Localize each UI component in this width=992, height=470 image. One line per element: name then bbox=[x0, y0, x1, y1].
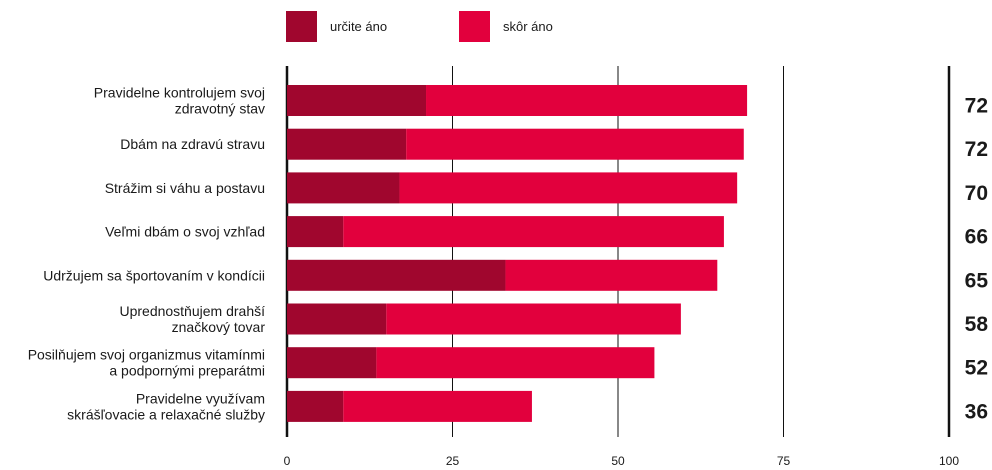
bar-skor-ano bbox=[426, 85, 748, 116]
bar-urcite-ano bbox=[287, 128, 407, 160]
category-label: Veľmi dbám o svoj vzhľad bbox=[105, 224, 265, 240]
bar-urcite-ano bbox=[287, 347, 377, 379]
bar-urcite-ano bbox=[287, 216, 344, 248]
total-value: 52 bbox=[965, 357, 988, 380]
category-label: skrášľovacie a relaxačné služby bbox=[67, 406, 265, 422]
bar-urcite-ano bbox=[287, 85, 427, 116]
bar-skor-ano bbox=[376, 347, 655, 379]
category-label: Dbám na zdravú stravu bbox=[120, 136, 265, 152]
bar-skor-ano bbox=[343, 390, 532, 422]
total-value: 72 bbox=[965, 95, 988, 118]
bar-skor-ano bbox=[399, 172, 738, 204]
category-label: Udržujem sa športovaním v kondícii bbox=[43, 267, 265, 283]
category-label: a podpornými preparátmi bbox=[109, 363, 265, 379]
bar-skor-ano bbox=[505, 259, 718, 291]
total-value: 36 bbox=[965, 400, 988, 423]
bar-skor-ano bbox=[406, 128, 744, 160]
legend-label-1: určite áno bbox=[330, 19, 387, 34]
bar-urcite-ano bbox=[287, 390, 344, 422]
bar-skor-ano bbox=[343, 216, 724, 248]
total-value: 65 bbox=[965, 269, 989, 292]
bar-skor-ano bbox=[386, 303, 681, 335]
x-tick-label: 50 bbox=[611, 454, 625, 468]
total-value: 66 bbox=[965, 226, 988, 249]
total-value: 70 bbox=[965, 182, 988, 205]
x-tick-label: 0 bbox=[284, 454, 291, 468]
legend-swatch-1 bbox=[286, 11, 317, 42]
category-label: Strážim si váhu a postavu bbox=[105, 180, 265, 196]
total-value: 72 bbox=[965, 138, 988, 161]
bar-urcite-ano bbox=[287, 172, 400, 204]
legend-swatch-2 bbox=[459, 11, 490, 42]
x-tick-label: 100 bbox=[939, 454, 959, 468]
category-label: Pravidelne využívam bbox=[136, 390, 265, 406]
total-value: 58 bbox=[965, 313, 989, 336]
category-label: zdravotný stav bbox=[175, 101, 265, 117]
x-tick-label: 75 bbox=[777, 454, 791, 468]
bar-urcite-ano bbox=[287, 259, 506, 291]
category-label: Posilňujem svoj organizmus vitamínmi bbox=[28, 347, 265, 363]
category-label: Uprednostňujem drahší bbox=[119, 303, 265, 319]
x-tick-label: 25 bbox=[446, 454, 460, 468]
category-label: značkový tovar bbox=[172, 319, 266, 335]
category-label: Pravidelne kontrolujem svoj bbox=[94, 85, 265, 101]
bar-urcite-ano bbox=[287, 303, 387, 335]
legend-label-2: skôr áno bbox=[503, 19, 553, 34]
